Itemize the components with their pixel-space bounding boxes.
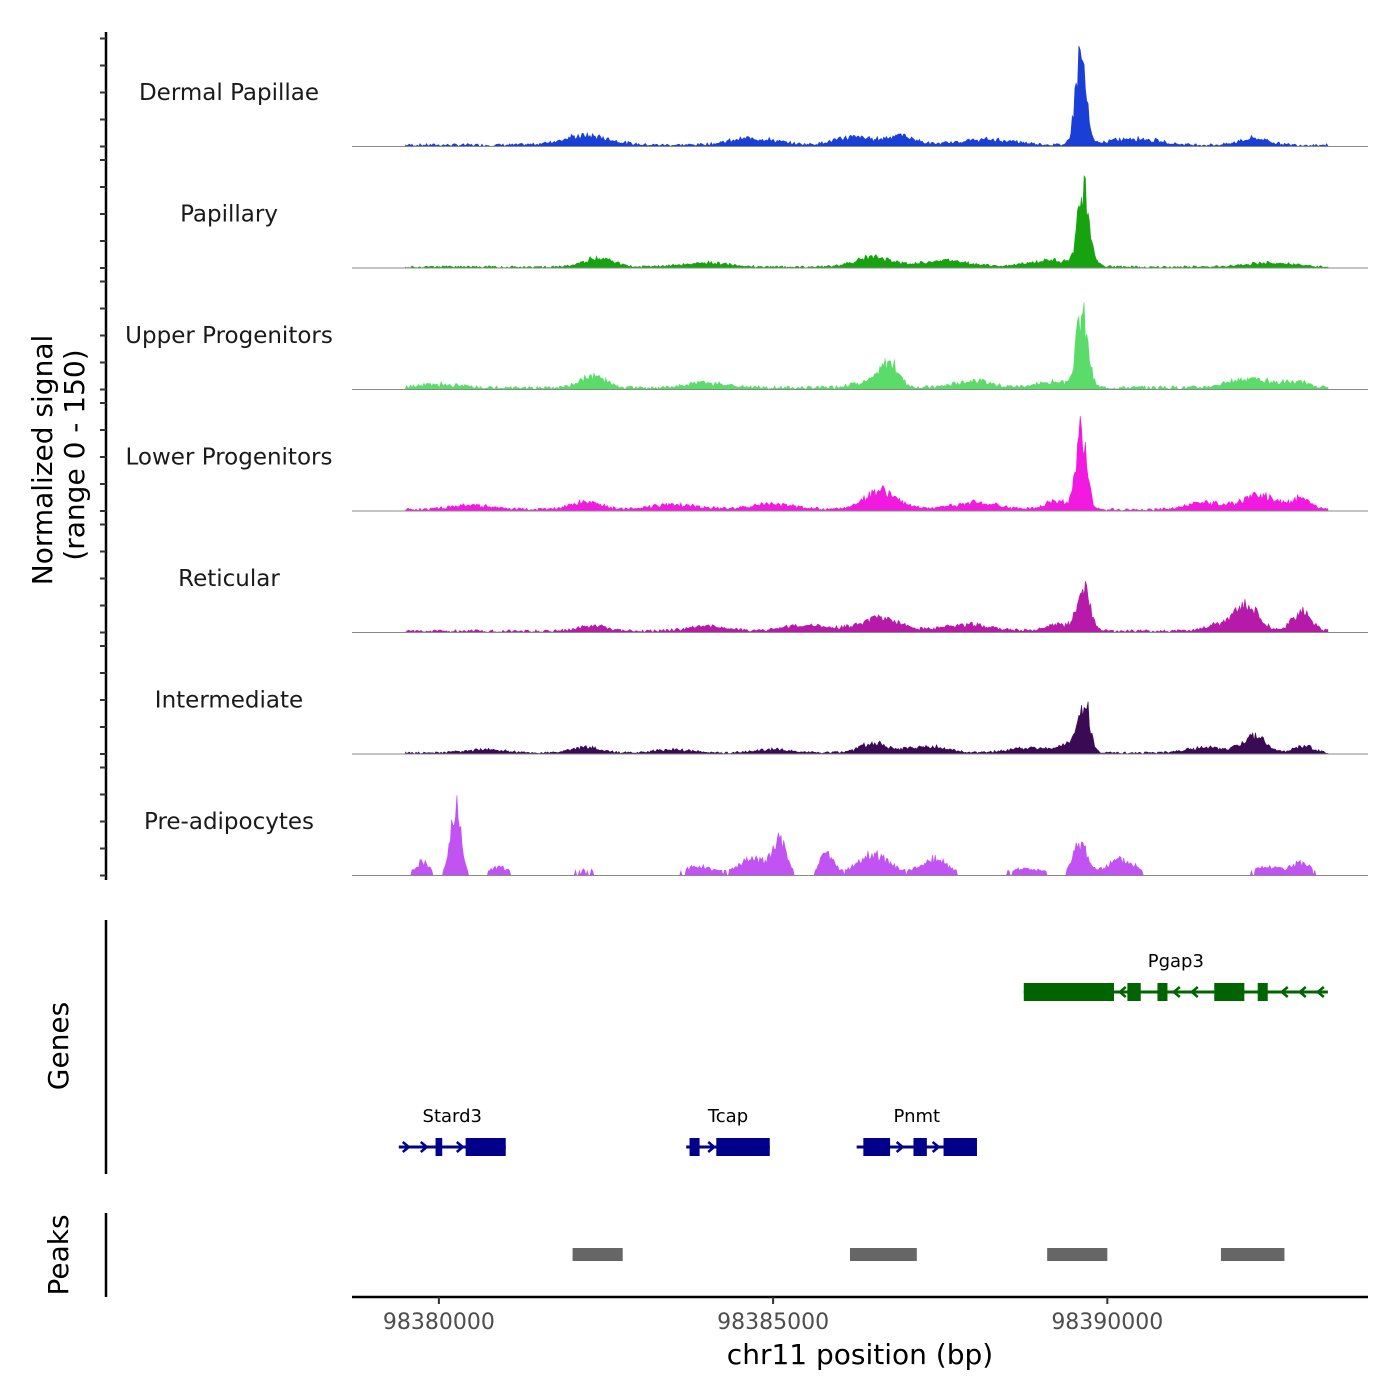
strand-arrow [931,1141,941,1153]
track-papillary: Papillary [180,175,1368,269]
strand-arrow [1189,986,1199,998]
strand-arrow [1315,986,1325,998]
x-axis-title: chr11 position (bp) [727,1338,993,1371]
y-axis-subtitle: (range 0 - 150) [58,349,91,560]
signal-area [405,415,1329,512]
gene-exon [465,1138,506,1156]
track-pre-adipocytes: Pre-adipocytes [144,795,1368,877]
gene-exon [716,1138,770,1156]
x-tick-label: 98390000 [1051,1310,1163,1335]
strand-arrow [707,1141,717,1153]
gene-exon [1214,983,1245,1001]
strand-arrow [1171,986,1181,998]
strand-arrow [1117,986,1127,998]
track-label: Lower Progenitors [126,445,333,471]
track-label: Papillary [180,202,278,228]
gene-label: Pgap3 [1148,951,1204,972]
peak-region [1047,1248,1108,1261]
gene-exon [1023,983,1114,1001]
strand-arrow [1279,986,1289,998]
gene-exon [913,1138,927,1156]
gene-pnmt: Pnmt [856,1106,977,1156]
x-tick-label: 98385000 [717,1310,829,1335]
gene-exon [1157,983,1168,1001]
y-axis-title: Normalized signal [26,335,59,586]
track-label: Intermediate [155,688,303,714]
track-upper-progenitors: Upper Progenitors [125,302,1368,390]
gene-exon [863,1138,891,1156]
gene-exon [1127,983,1141,1001]
peak-region [849,1248,917,1261]
track-label: Upper Progenitors [125,323,333,349]
signal-area [405,302,1329,390]
strand-arrow [401,1141,411,1153]
peak-region [1220,1248,1285,1261]
peaks-axis-title: Peaks [42,1214,75,1295]
track-lower-progenitors: Lower Progenitors [126,415,1368,512]
gene-stard3: Stard3 [398,1106,506,1156]
genes-axis-title: Genes [42,1002,75,1090]
track-label: Reticular [178,566,280,592]
gene-pgap3: Pgap3 [1023,951,1328,1001]
track-reticular: Reticular [178,566,1368,633]
signal-area [405,175,1329,269]
gene-exon [1257,983,1268,1001]
signal-area [405,701,1329,755]
track-label: Dermal Papillae [139,80,319,106]
track-dermal-papillae: Dermal Papillae [139,45,1368,147]
x-tick-label: 98380000 [383,1310,495,1335]
gene-label: Pnmt [894,1106,941,1127]
gene-exon [943,1138,977,1156]
strand-arrow [1297,986,1307,998]
signal-area [405,581,1329,633]
track-intermediate: Intermediate [155,688,1368,755]
peak-region [572,1248,623,1261]
gene-exon [689,1138,700,1156]
gene-label: Stard3 [423,1106,482,1127]
gene-label: Tcap [707,1106,748,1127]
gene-tcap: Tcap [686,1106,770,1156]
signal-area [405,45,1329,147]
gene-exon [435,1138,443,1156]
strand-arrow [419,1141,429,1153]
track-label: Pre-adipocytes [144,809,314,835]
signal-area [405,795,1328,877]
strand-arrow [895,1141,905,1153]
strand-arrow [455,1141,465,1153]
